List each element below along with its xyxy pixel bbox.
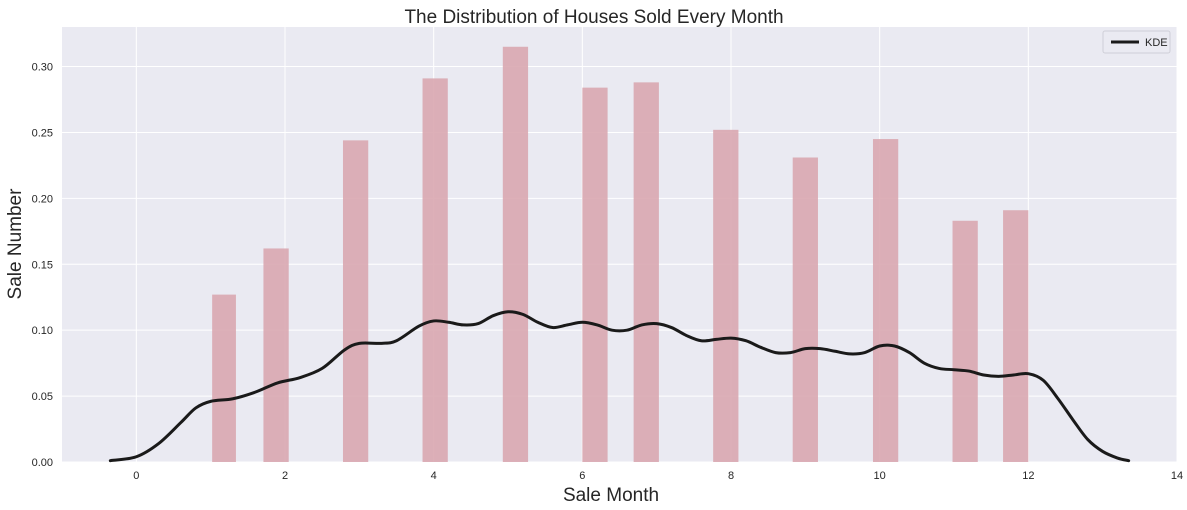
x-tick-label: 0 xyxy=(133,470,139,482)
x-axis-title: Sale Month xyxy=(563,485,659,506)
x-tick-label: 4 xyxy=(431,470,437,482)
kde-line xyxy=(108,310,1131,463)
y-tick-label: 0.00 xyxy=(32,457,53,469)
x-tick-label: 10 xyxy=(874,470,886,482)
histogram-bar xyxy=(342,140,369,462)
bars-layer xyxy=(212,46,1029,463)
histogram-bar xyxy=(1003,210,1029,462)
histogram-bar xyxy=(713,129,739,462)
histogram-bar xyxy=(502,46,529,462)
histogram-bar xyxy=(872,139,899,462)
plot-background-layer xyxy=(62,27,1177,462)
x-tick-label: 12 xyxy=(1022,470,1034,482)
y-tick-label: 0.25 xyxy=(32,127,53,139)
y-tick-label: 0.10 xyxy=(32,325,53,337)
y-axis-title: Sale Number xyxy=(5,188,26,300)
y-tick-label: 0.20 xyxy=(32,193,53,205)
legend-label-kde: KDE xyxy=(1145,37,1168,49)
plot-area xyxy=(62,27,1177,462)
axes-layer: 0 2 4 6 8 10 12 14 0.00 0.05 0.10 0.15 0.20 0.25 0.30 xyxy=(32,62,1184,482)
histogram-bar xyxy=(422,78,448,462)
histogram-bar xyxy=(582,87,608,463)
x-tick-label: 6 xyxy=(579,470,585,482)
y-tick-label: 0.05 xyxy=(32,391,53,403)
kde-layer xyxy=(108,310,1131,463)
legend: KDE xyxy=(1102,30,1171,54)
x-tick-label: 2 xyxy=(282,470,288,482)
histogram-bar xyxy=(792,157,818,462)
histogram-bar xyxy=(633,82,659,462)
y-tick-label: 0.30 xyxy=(32,62,53,74)
chart-title: The Distribution of Houses Sold Every Mo… xyxy=(404,7,783,28)
x-tick-label: 8 xyxy=(728,470,734,482)
histogram-bar xyxy=(212,294,236,462)
y-tick-label: 0.15 xyxy=(32,259,53,271)
x-tick-label: 14 xyxy=(1171,470,1183,482)
histogram-bar xyxy=(263,248,289,462)
histogram-bar xyxy=(952,220,978,462)
